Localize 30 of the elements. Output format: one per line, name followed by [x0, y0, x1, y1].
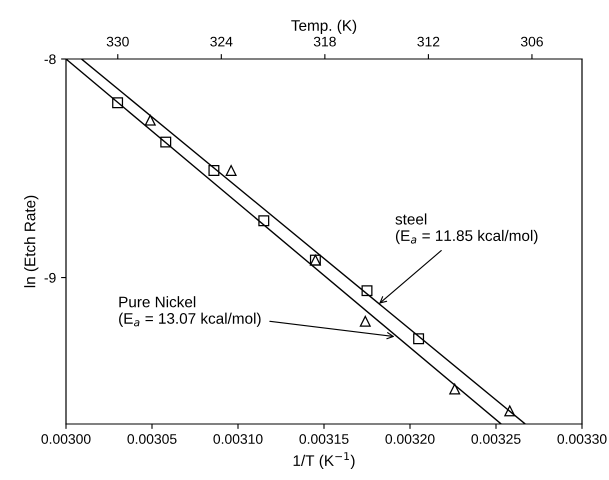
x-tick-label: 0.00300 [41, 434, 91, 444]
point [208, 164, 220, 176]
x-tick-label: 0.00310 [213, 434, 263, 444]
x-tick-label: 0.00325 [471, 434, 521, 444]
point [504, 405, 516, 416]
point [413, 333, 424, 344]
y-tick-label: -8 [44, 54, 56, 64]
x2-tick-label: 306 [520, 36, 543, 47]
annotation: steel (E$_{a}$ = 11.85 kcal/mol) [395, 213, 538, 244]
point [112, 97, 124, 108]
y-tick-label: -9 [44, 272, 56, 283]
x2-tick-label: 324 [210, 36, 232, 47]
x2-tick-label: 318 [314, 36, 336, 47]
x-tick-label: 0.00320 [385, 434, 435, 444]
x-axis-title: 1/T (K$^{−1}$) [294, 452, 355, 470]
annotation: Pure Nickel (E$_{a}$ = 13.07 kcal/mol) [119, 296, 261, 327]
point [226, 164, 237, 176]
x-tick-label: 0.00305 [127, 434, 177, 444]
x-tick-label: 0.00315 [299, 434, 349, 444]
point [449, 384, 460, 395]
x2-tick-label: 330 [106, 36, 129, 47]
x2-tick-label: 312 [417, 36, 440, 47]
point [144, 114, 156, 126]
point [258, 215, 270, 226]
y-axis-title: ln (Etch Rate) [24, 196, 38, 288]
point [362, 285, 372, 296]
x2-axis-title: Temp. (K) [291, 20, 356, 34]
x-tick-label: 0.00330 [557, 434, 607, 444]
point [160, 136, 172, 148]
point [360, 316, 371, 327]
